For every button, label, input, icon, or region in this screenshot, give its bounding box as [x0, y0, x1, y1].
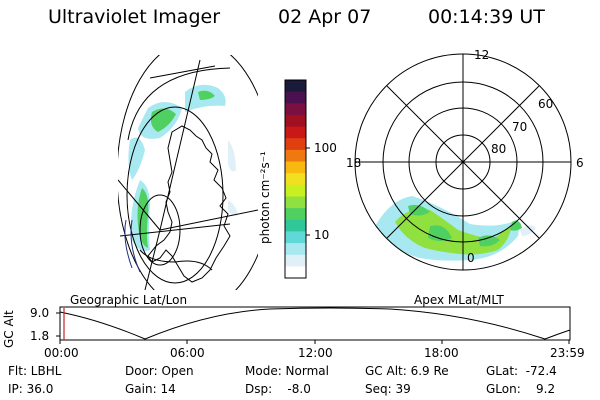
info-seq: Seq: 39 — [365, 382, 411, 396]
polar-mlt-18: 18 — [346, 156, 362, 170]
colorbar-tick-100: 100 — [314, 141, 337, 155]
colorbar — [285, 80, 306, 279]
colorbar-band — [285, 184, 306, 197]
altitude-ytick-1-8: 1.8 — [30, 329, 50, 343]
polar-mlt-12: 12 — [474, 48, 490, 62]
colorbar-band — [285, 149, 306, 163]
colorbar-band — [285, 254, 306, 267]
geo-emission — [128, 84, 238, 252]
time-label: 00:14:39 UT — [428, 6, 545, 28]
info-glat: GLat: -72.4 — [486, 364, 557, 378]
altitude-xtick-2359: 23:59 — [550, 346, 585, 360]
info-flt: Flt: LBHL — [8, 364, 62, 378]
colorbar-band — [285, 138, 306, 151]
altitude-xtick-0600: 06:00 — [170, 346, 205, 360]
altitude-xtick-1800: 18:00 — [424, 346, 459, 360]
polar-lat-80: 80 — [491, 142, 507, 156]
altitude-curve — [59, 307, 571, 340]
colorbar-band — [285, 126, 306, 139]
colorbar-band — [285, 161, 306, 174]
info-dsp: Dsp: -8.0 — [245, 382, 311, 396]
colorbar-band — [285, 231, 306, 244]
geo-map-label: Geographic Lat/Lon — [70, 293, 188, 307]
colorbar-band — [285, 173, 306, 186]
altitude-xtick-0000: 00:00 — [44, 346, 79, 360]
date-label: 02 Apr 07 — [278, 6, 372, 28]
colorbar-frame — [284, 79, 307, 279]
colorbar-band — [285, 266, 306, 279]
polar-plot — [354, 53, 572, 271]
polar-mlt-0: 0 — [467, 251, 475, 265]
colorbar-band — [285, 243, 306, 256]
geographic-map — [118, 55, 258, 290]
polar-emission — [372, 196, 536, 268]
colorbar-band — [285, 219, 306, 232]
info-door: Door: Open — [125, 364, 194, 378]
polar-lat-60: 60 — [538, 97, 554, 111]
info-gcalt: GC Alt: 6.9 Re — [365, 364, 449, 378]
colorbar-band — [285, 91, 306, 104]
colorbar-label: photon cm⁻²s⁻¹ — [258, 151, 272, 244]
colorbar-band — [285, 114, 306, 128]
colorbar-band — [285, 80, 306, 93]
altitude-xtick-1200: 12:00 — [298, 346, 333, 360]
altitude-plot — [56, 306, 571, 344]
continent-outline — [147, 125, 231, 283]
altitude-ylabel: GC Alt — [2, 310, 16, 348]
polar-lat-70: 70 — [512, 120, 528, 134]
colorbar-band — [285, 103, 306, 116]
colorbar-band — [285, 196, 306, 209]
info-mode: Mode: Normal — [245, 364, 329, 378]
info-ip: IP: 36.0 — [8, 382, 54, 396]
polar-mlt-6: 6 — [576, 156, 584, 170]
altitude-ytick-9: 9.0 — [30, 306, 50, 320]
colorbar-band — [285, 208, 306, 221]
colorbar-tick-10: 10 — [314, 228, 330, 242]
info-gain: Gain: 14 — [125, 382, 176, 396]
polar-plot-label: Apex MLat/MLT — [414, 293, 504, 307]
info-glon: GLon: 9.2 — [486, 382, 556, 396]
app-title: Ultraviolet Imager — [48, 6, 221, 28]
